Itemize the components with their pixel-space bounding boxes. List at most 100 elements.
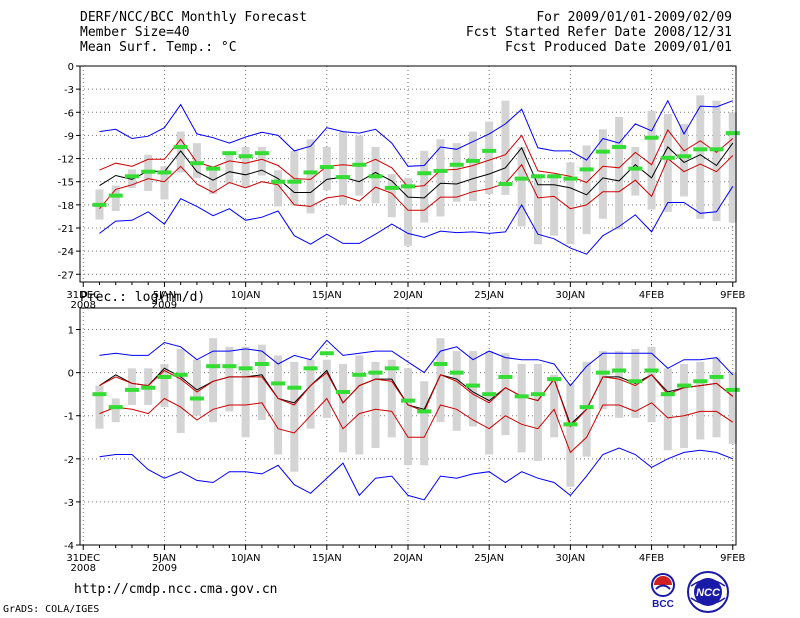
temp-spread-box bbox=[452, 143, 461, 202]
prec-xtick-label: 25JAN bbox=[474, 553, 504, 564]
prec-ytick-label: 0 bbox=[68, 369, 74, 380]
prec-xtick-label: 30JAN bbox=[555, 553, 585, 564]
fcst-started-date: Fcst Started Refer Date 2008/12/31 bbox=[465, 25, 732, 40]
temp-spread-box bbox=[420, 150, 429, 223]
temp-ytick-label: -9 bbox=[64, 131, 74, 142]
prec-upper-line bbox=[99, 369, 734, 428]
prec-spread-box bbox=[95, 385, 104, 429]
grads-credit: GrADS: COLA/IGES bbox=[3, 604, 100, 615]
temp-spread-box bbox=[517, 147, 526, 227]
prec-spread-box bbox=[387, 359, 396, 438]
prec-xtick-label: 20JAN bbox=[393, 553, 423, 564]
temp-spread-box bbox=[680, 123, 689, 197]
prec-panel-title: Prec.: log(mm/d) bbox=[80, 290, 205, 305]
temp-spread-box bbox=[160, 166, 169, 200]
temp-ytick-label: -27 bbox=[58, 270, 74, 281]
website-url[interactable]: http://cmdp.ncc.cma.gov.cn bbox=[74, 582, 278, 597]
temp-lower-line bbox=[99, 155, 734, 211]
temp-panel-title: Mean Surf. Temp.: °C bbox=[80, 40, 237, 55]
temp-ytick-label: -18 bbox=[58, 201, 74, 212]
temp-spread-box bbox=[339, 131, 348, 205]
prec-spread-box bbox=[615, 351, 624, 418]
prec-spread-box bbox=[468, 351, 477, 427]
temp-xtick-label: 4FEB bbox=[639, 290, 664, 301]
temp-spread-box bbox=[257, 147, 266, 176]
prec-spread-box bbox=[680, 364, 689, 449]
temp-xtick-label: 25JAN bbox=[474, 290, 504, 301]
prec-spread-box bbox=[598, 351, 607, 410]
prec-spread-box bbox=[647, 346, 656, 423]
temp-max-line bbox=[99, 99, 733, 167]
temp-xtick-label: 20JAN bbox=[393, 290, 423, 301]
temp-ytick-label: -21 bbox=[58, 224, 74, 235]
temp-spread-box bbox=[615, 116, 624, 230]
prec-spread-box bbox=[176, 348, 185, 433]
header-right: For 2009/01/01-2009/02/09 Fcst Started Re… bbox=[466, 10, 732, 55]
prec-spread-box bbox=[257, 344, 266, 421]
prec-xtick-label: 9FEB bbox=[720, 553, 745, 564]
temp-xtick-label: 2009 bbox=[152, 300, 177, 311]
temp-xtick-label: 2008 bbox=[71, 300, 96, 311]
temp-spread-box bbox=[387, 174, 396, 218]
prec-spread-box bbox=[306, 359, 315, 429]
prec-spread-box bbox=[436, 338, 445, 423]
prec-max-line bbox=[99, 339, 734, 387]
temp-xtick-label: 10JAN bbox=[231, 290, 261, 301]
temp-spread-box bbox=[127, 169, 136, 188]
temp-min-line bbox=[99, 186, 734, 255]
prec-spread-box bbox=[501, 353, 510, 436]
prec-spread-box bbox=[420, 381, 429, 466]
temp-spread-box bbox=[485, 121, 494, 195]
prec-spread-box bbox=[225, 346, 234, 412]
prec-mean-line bbox=[99, 367, 734, 426]
prec-spread-box bbox=[274, 355, 283, 455]
prec-ytick-label: -2 bbox=[64, 455, 74, 466]
temp-spread-box bbox=[436, 139, 445, 217]
temp-ytick-label: -3 bbox=[64, 85, 74, 96]
prec-ytick-label: 1 bbox=[68, 326, 74, 337]
temp-spread-box bbox=[192, 143, 201, 178]
prec-xtick-label: 15JAN bbox=[312, 553, 342, 564]
prec-ytick-label: -1 bbox=[64, 412, 74, 423]
temp-spread-box bbox=[550, 174, 559, 236]
prec-spread-box bbox=[209, 338, 218, 423]
temp-spread-box bbox=[533, 174, 542, 245]
prec-xtick-label: 5JAN bbox=[153, 553, 176, 564]
temp-xtick-label: 31DEC bbox=[66, 290, 100, 301]
prec-xtick-label: 31DEC bbox=[66, 553, 100, 564]
prec-spread-box bbox=[712, 357, 721, 438]
temp-spread-box bbox=[728, 112, 737, 223]
forecast-period: For 2009/01/01-2009/02/09 bbox=[536, 10, 732, 25]
temp-spread-box bbox=[647, 110, 656, 210]
temp-spread-box bbox=[598, 129, 607, 219]
prec-spread-box bbox=[371, 361, 380, 449]
temp-spread-box bbox=[631, 147, 640, 196]
temp-spread-box bbox=[468, 131, 477, 201]
prec-spread-box bbox=[517, 364, 526, 453]
prec-spread-box bbox=[111, 398, 120, 423]
prec-xtick-label: 2008 bbox=[71, 563, 96, 574]
member-size: Member Size=40 bbox=[80, 25, 190, 40]
temp-spread-box bbox=[225, 154, 234, 184]
prec-lower-line bbox=[99, 397, 734, 454]
temp-ytick-label: -15 bbox=[58, 178, 74, 189]
temp-xtick-label: 5JAN bbox=[153, 290, 176, 301]
fcst-produced-date: Fcst Produced Date 2009/01/01 bbox=[505, 40, 732, 55]
temp-spread-box bbox=[712, 100, 721, 222]
prec-spread-box bbox=[566, 383, 575, 487]
ncc-logo-text: NCC bbox=[696, 587, 721, 599]
prec-spread-box bbox=[241, 346, 250, 438]
temp-spread-box bbox=[501, 100, 510, 195]
temp-spread-box bbox=[176, 131, 185, 173]
temp-spread-box bbox=[306, 139, 315, 214]
prec-spread-box bbox=[696, 361, 705, 440]
temp-spread-box bbox=[241, 147, 250, 188]
ncc-logo-icon: NCC bbox=[687, 571, 729, 613]
temp-mean-line bbox=[99, 142, 734, 199]
temp-panel: 0-3-6-9-12-15-18-21-24-2731DEC20085JAN20… bbox=[58, 62, 746, 311]
temp-spread-box bbox=[696, 95, 705, 219]
prec-spread-box bbox=[160, 364, 169, 408]
prec-xtick-label: 10JAN bbox=[231, 553, 261, 564]
